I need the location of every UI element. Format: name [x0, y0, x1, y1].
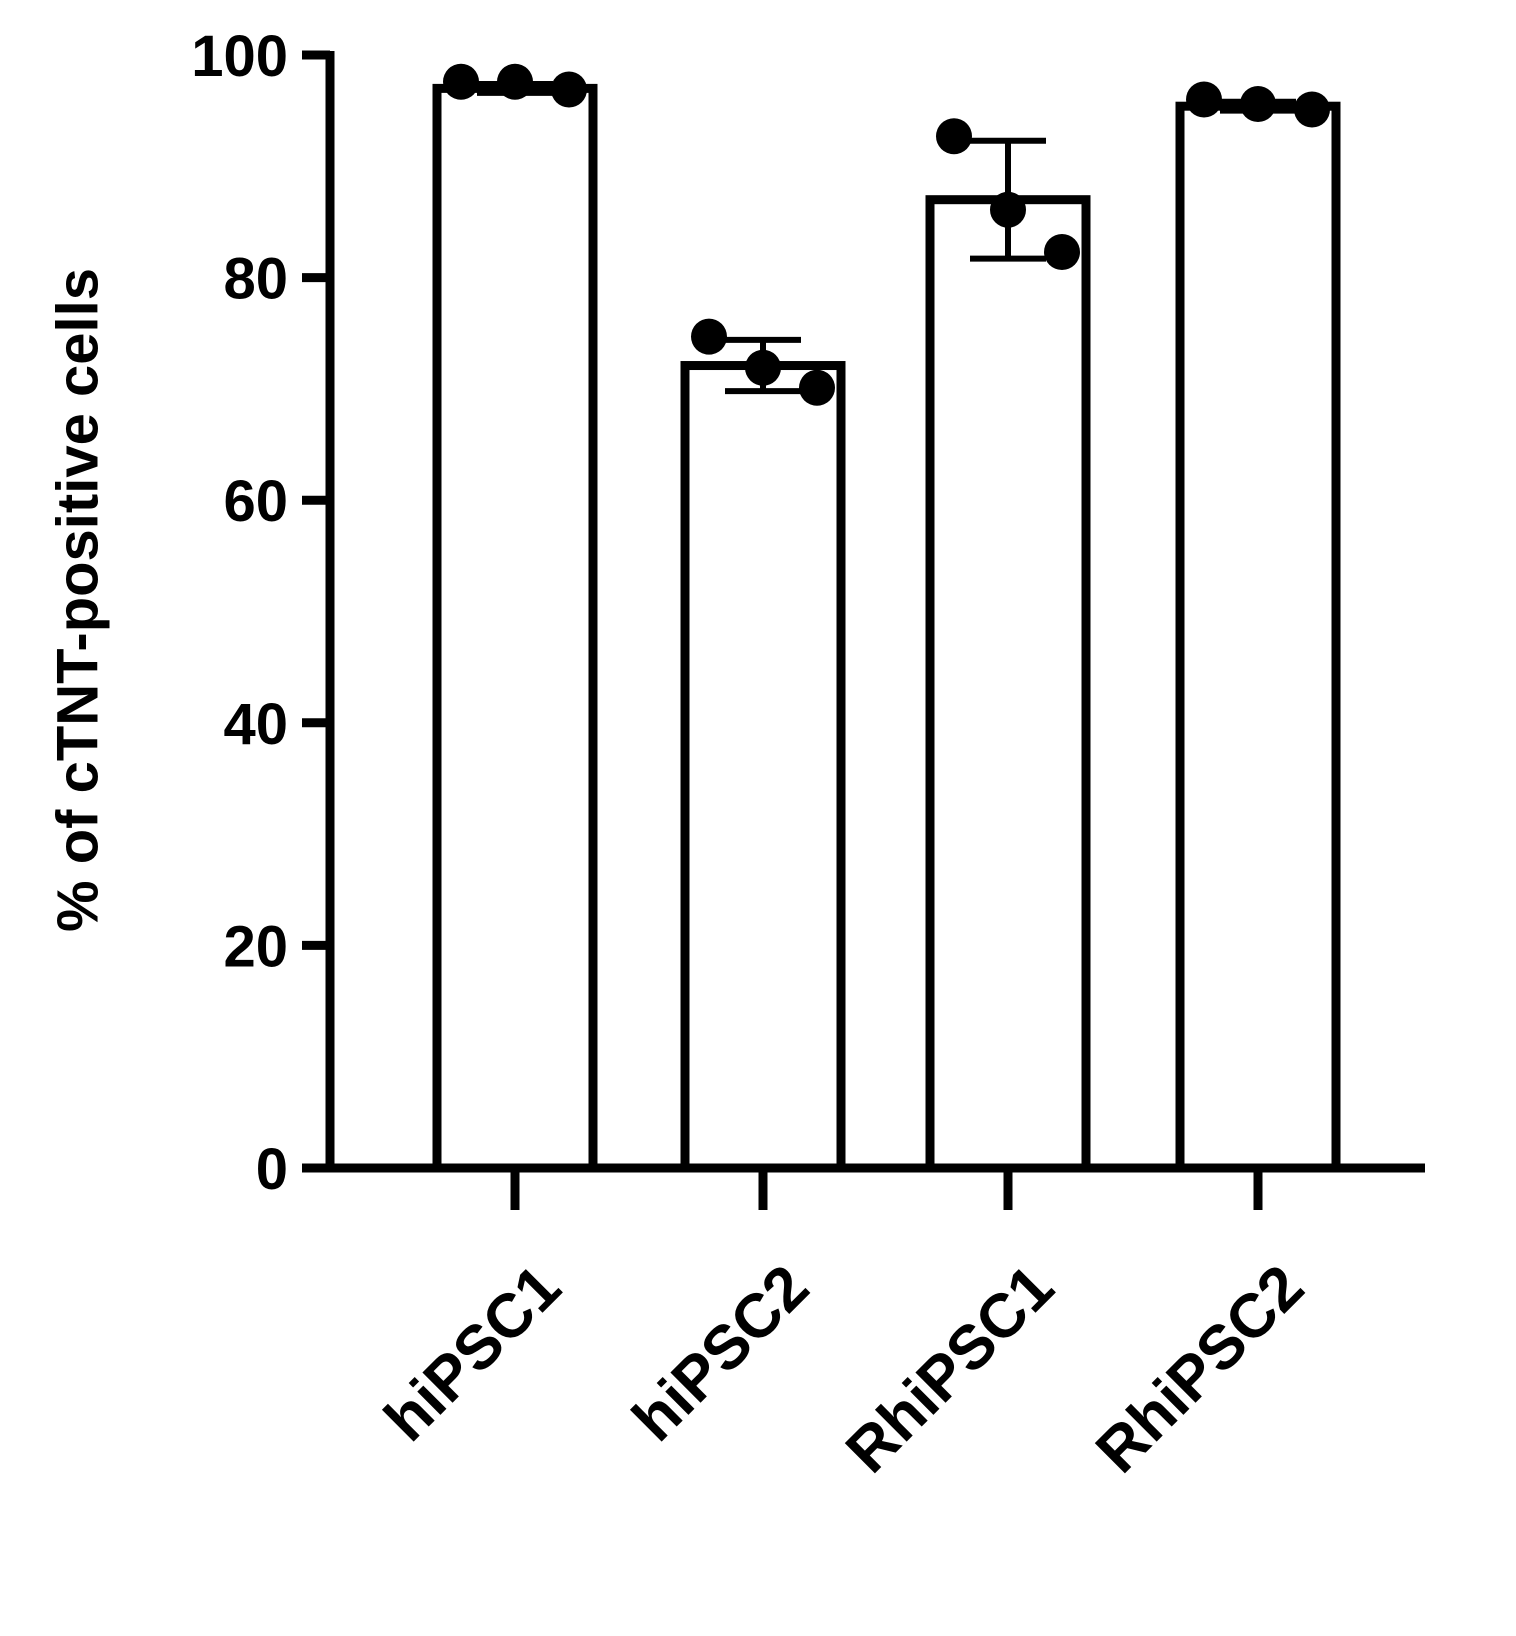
data-point — [551, 71, 587, 108]
y-tick-label: 20 — [223, 914, 288, 979]
y-tick-label: 80 — [223, 247, 288, 312]
data-point — [1240, 85, 1276, 122]
y-tick-label: 0 — [256, 1137, 288, 1202]
bar — [680, 361, 846, 1173]
x-tick-label: RhiPSC2 — [1083, 1252, 1317, 1486]
data-point — [1186, 81, 1222, 118]
bar — [432, 83, 598, 1173]
y-tick-label: 100 — [191, 24, 288, 89]
bar — [925, 195, 1091, 1173]
data-point — [1044, 234, 1080, 271]
bar — [1175, 101, 1341, 1173]
data-point — [936, 118, 972, 155]
x-tick-label: RhiPSC1 — [833, 1252, 1067, 1486]
data-point — [990, 191, 1026, 228]
y-tick-label: 40 — [223, 692, 288, 757]
data-point — [691, 318, 727, 355]
data-point — [1294, 91, 1330, 128]
data-point — [745, 349, 781, 386]
x-tick-label: hiPSC1 — [372, 1252, 574, 1454]
y-axis-title: % of cTNT-positive cells — [45, 268, 110, 932]
y-tick-label: 60 — [223, 469, 288, 534]
data-point — [799, 369, 835, 406]
data-point — [497, 63, 533, 100]
data-point — [443, 63, 479, 100]
x-tick-label: hiPSC2 — [620, 1252, 822, 1454]
